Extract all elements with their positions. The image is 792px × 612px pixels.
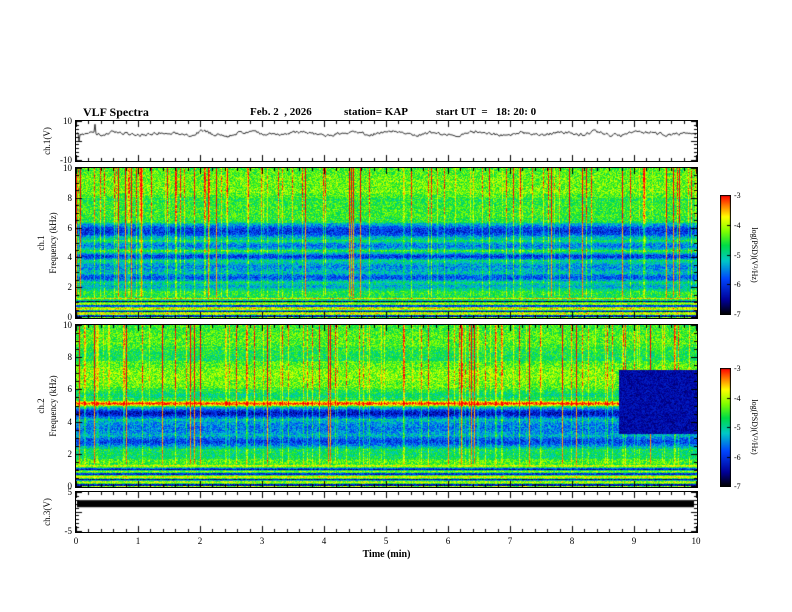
ch1-waveform-canvas [76, 121, 697, 161]
colorbar-ch2 [720, 368, 731, 487]
date-label: Feb. 2 , 2026 [250, 106, 312, 118]
x-tick-label: 8 [569, 536, 575, 546]
start-ut-label: start UT = 18: 20: 0 [436, 106, 537, 118]
x-tick-label: 9 [631, 536, 637, 546]
x-tick-label: 4 [321, 536, 327, 546]
ch2-spectrogram-canvas [76, 325, 697, 487]
ch2-spectrogram-panel [75, 324, 698, 488]
x-tick-label: 0 [73, 536, 79, 546]
colorbar-tick-label: -6 [734, 452, 741, 462]
x-axis-title: Time (min) [362, 549, 411, 560]
ch1-spectrogram-panel [75, 167, 698, 319]
ch3-voltage-tick-label: 5 [67, 487, 73, 497]
ch1-frequency-tick-label: 0 [67, 312, 73, 322]
colorbar-tick-label: -3 [734, 364, 741, 373]
ch1-voltage-tick-label: 10 [63, 116, 72, 126]
station-label: station= KAP [344, 106, 409, 118]
ch2-frequency-tick-label: 6 [67, 384, 73, 395]
ch3-level-panel [75, 491, 698, 533]
ch1-frequency-tick-label: 4 [67, 252, 73, 263]
x-tick-label: 5 [383, 536, 389, 546]
ch2-frequency-tick-label: 10 [63, 320, 72, 330]
ch2-frequency-tick-label: 4 [67, 416, 73, 427]
colorbar-tick-label: -5 [734, 423, 741, 432]
ch2-frequency-tick-label: 8 [67, 352, 73, 363]
ch1-frequency-tick-label: 6 [67, 222, 73, 233]
x-tick-label: 1 [135, 536, 141, 546]
ch1-spectrogram-axis-label-frequency: Frequency (kHz) [48, 212, 58, 274]
colorbar-tick-label: -4 [734, 220, 741, 230]
colorbar-tick-label: -6 [734, 280, 741, 290]
colorbar-tick-label: -7 [734, 310, 741, 319]
ch1-spectrogram-axis-label-channel: ch.1 [36, 235, 46, 251]
ch1-waveform-panel [75, 120, 698, 162]
ch1-frequency-tick-label: 2 [67, 282, 73, 293]
ch1-frequency-tick-label: 8 [67, 192, 73, 203]
x-tick-label: 3 [259, 536, 265, 546]
ch3-voltage-tick-label: -5 [64, 526, 73, 536]
colorbar-tick-label: -7 [734, 482, 741, 491]
ch2-frequency-tick-label: 2 [67, 448, 73, 459]
ch2-spectrogram-axis-label-channel: ch.2 [36, 398, 46, 414]
x-tick-label: 6 [445, 536, 451, 546]
colorbar-ch1 [720, 195, 731, 315]
ch1-voltage-tick-label: -10 [60, 155, 72, 165]
colorbar-tick-label: -5 [734, 250, 741, 260]
ch3-level-canvas [76, 492, 697, 532]
colorbar-tick-label: -3 [734, 191, 741, 200]
x-tick-label: 7 [507, 536, 513, 546]
ch1-frequency-tick-label: 10 [63, 163, 72, 173]
colorbar-tick-label: -4 [734, 393, 741, 403]
ch2-frequency-tick-label: 0 [67, 481, 73, 491]
x-tick-label: 2 [197, 536, 203, 546]
figure-title: VLF Spectra [83, 105, 149, 119]
x-tick-label: 10 [691, 536, 701, 546]
ch1-spectrogram-canvas [76, 168, 697, 318]
